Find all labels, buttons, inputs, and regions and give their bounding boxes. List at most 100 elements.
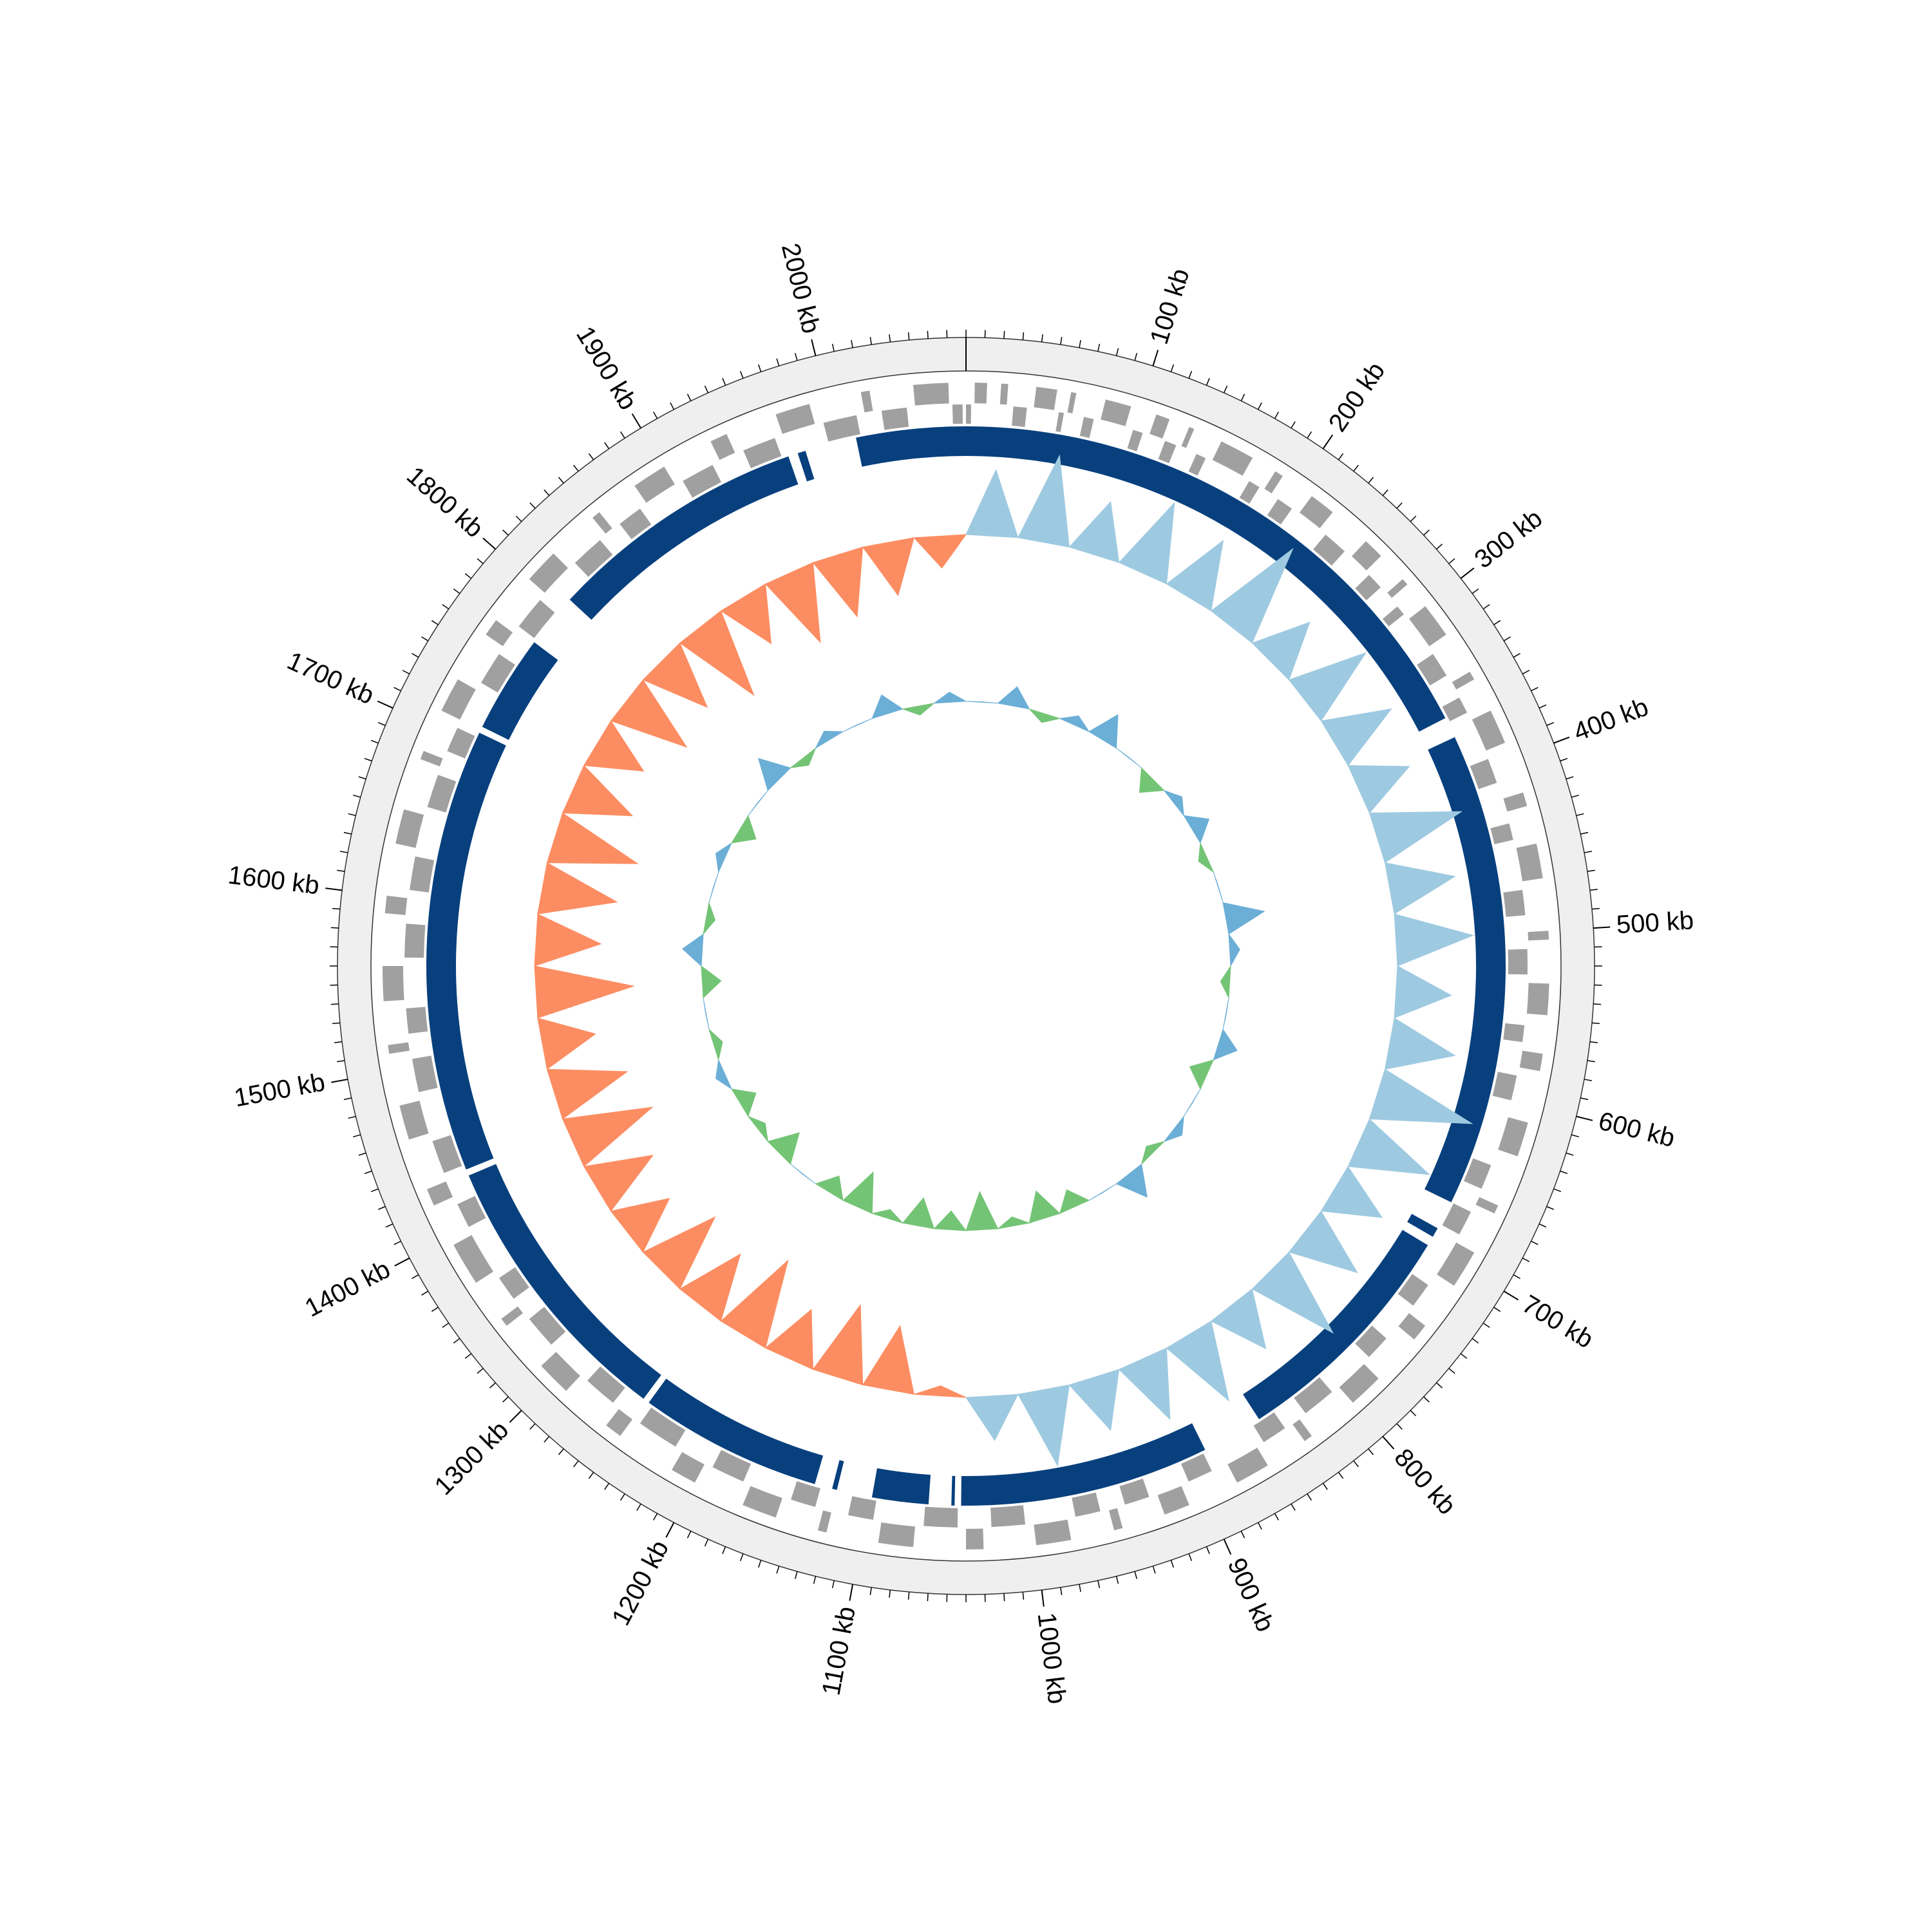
ring-band: [337, 337, 1595, 1595]
minor-tick: [393, 1240, 401, 1245]
block: [961, 1423, 1206, 1506]
minor-tick: [1060, 1587, 1063, 1595]
minor-tick: [1587, 1060, 1595, 1063]
minor-tick: [1513, 652, 1520, 658]
gc-skew-wedge: [1384, 862, 1456, 915]
gc-skew-wedge: [764, 562, 821, 643]
minor-tick: [442, 1322, 450, 1328]
reverse-gene: [481, 654, 515, 693]
minor-tick: [1482, 1322, 1490, 1328]
gc-skew-wedge: [562, 1106, 654, 1168]
minor-tick: [1589, 889, 1598, 891]
minor-tick: [1170, 1560, 1174, 1568]
forward-gene: [1437, 1242, 1475, 1286]
reverse-gene: [848, 1496, 876, 1520]
reverse-gene: [447, 728, 475, 759]
gc-skew-wedge: [1320, 1166, 1383, 1218]
minor-tick: [1546, 722, 1555, 726]
gc-skew-wedge: [534, 965, 635, 1019]
gc-skew-wedge: [1368, 1068, 1473, 1124]
minor-tick: [334, 1041, 343, 1043]
minor-tick: [1188, 370, 1193, 379]
minor-tick: [453, 1338, 460, 1344]
forward-gene: [1108, 1508, 1123, 1531]
gc-content-wedge: [1163, 1115, 1184, 1142]
reverse-gene: [1180, 1454, 1212, 1482]
minor-tick: [558, 477, 564, 484]
forward-gene: [1387, 579, 1408, 598]
minor-tick: [1291, 1503, 1296, 1511]
minor-tick: [370, 739, 379, 744]
forward-gene: [1293, 1419, 1312, 1441]
minor-tick: [588, 453, 594, 460]
minor-tick: [1522, 1257, 1530, 1262]
minor-tick: [573, 1460, 579, 1468]
tick-label: 1000 kb: [1032, 1611, 1072, 1706]
gc-skew-wedge: [642, 642, 708, 708]
minor-tick: [343, 1097, 352, 1101]
minor-tick: [604, 442, 610, 450]
reverse-gene: [639, 1407, 686, 1447]
gc-skew-wedge: [1018, 454, 1070, 548]
minor-tick: [364, 758, 372, 762]
major-tick: [1223, 1539, 1232, 1555]
gc-content-wedge: [715, 1058, 733, 1090]
minor-tick: [1593, 1003, 1602, 1005]
gc-content-wedge: [682, 933, 704, 967]
gc-skew-wedge: [913, 534, 967, 569]
reverse-gene: [1119, 1478, 1150, 1505]
gc-content-wedge: [997, 686, 1030, 710]
minor-tick: [831, 1580, 835, 1589]
minor-tick: [1472, 1338, 1479, 1344]
tick-label: 1100 kb: [817, 1604, 860, 1698]
forward-gene: [966, 1528, 984, 1549]
block: [951, 1475, 956, 1506]
reverse-gene: [1470, 759, 1497, 790]
minor-tick: [544, 489, 550, 496]
minor-tick: [330, 1003, 339, 1005]
gc-content-wedge: [933, 692, 967, 704]
minor-tick: [704, 385, 709, 393]
block: [832, 1460, 844, 1490]
minor-tick: [1257, 402, 1262, 410]
gc-skew-wedge: [534, 913, 602, 967]
forward-gene: [1516, 843, 1543, 882]
minor-tick: [1322, 1482, 1328, 1490]
gc-skew-wedge: [679, 610, 755, 697]
gc-content-wedge: [871, 1209, 904, 1224]
forward-gene: [710, 433, 735, 460]
gc-skew-wedge: [642, 1216, 716, 1290]
gc-content-wedge: [701, 965, 722, 999]
gc-content-wedge: [1222, 998, 1229, 1030]
minor-tick: [1041, 334, 1043, 343]
gc-content-wedge: [748, 790, 768, 816]
gc-content-wedge: [1115, 1163, 1148, 1198]
minor-tick: [889, 334, 891, 343]
minor-tick: [1097, 343, 1101, 352]
minor-tick: [1079, 340, 1081, 348]
minor-tick: [1368, 1448, 1374, 1455]
minor-tick: [1240, 393, 1245, 401]
forward-gene: [501, 1306, 524, 1326]
block: [482, 642, 558, 740]
gc-content-wedge: [790, 1164, 816, 1184]
forward-gene: [1519, 1050, 1543, 1072]
gc-content-wedge: [1058, 715, 1090, 733]
gc-skew-wedge: [679, 1253, 741, 1322]
gc-skew-wedge: [537, 1018, 596, 1070]
minor-tick: [353, 794, 361, 798]
minor-tick: [1553, 1188, 1562, 1193]
forward-gene: [743, 1486, 782, 1518]
minor-tick: [348, 1115, 356, 1119]
gc-skew-wedge: [1288, 1210, 1358, 1273]
minor-tick: [588, 1472, 594, 1479]
forward-gene: [1067, 392, 1077, 413]
minor-tick: [1423, 1396, 1430, 1403]
minor-tick: [620, 431, 625, 439]
gc-skew-wedge: [764, 1309, 813, 1370]
gc-content-wedge: [1213, 1028, 1238, 1061]
major-tick: [1382, 1435, 1395, 1450]
reverse-gene: [712, 1450, 752, 1482]
minor-tick: [1460, 1353, 1468, 1359]
